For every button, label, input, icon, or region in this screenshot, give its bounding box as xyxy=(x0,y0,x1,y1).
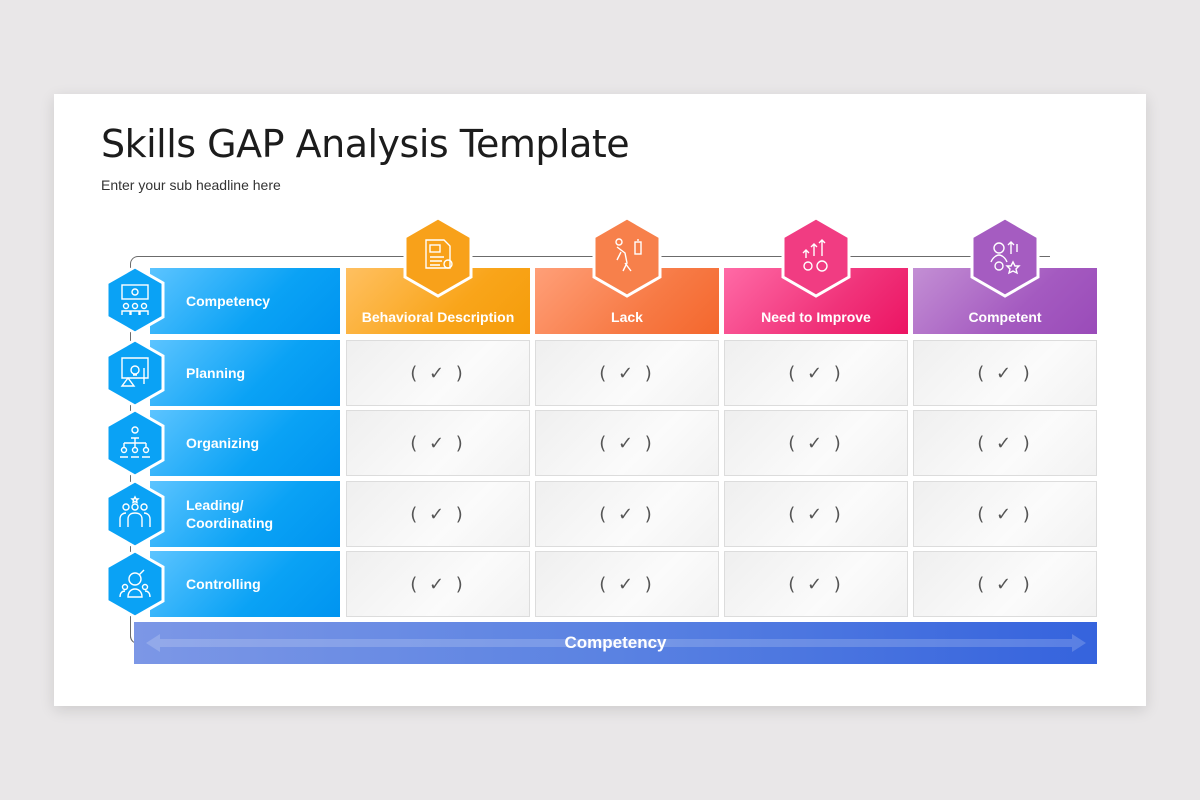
team-presentation-icon xyxy=(104,265,166,335)
grid-cell[interactable]: ( ✓ ) xyxy=(913,410,1097,476)
grid-cell[interactable]: ( ✓ ) xyxy=(913,551,1097,617)
check-mark: ( ✓ ) xyxy=(410,573,466,595)
column-header-label: Competent xyxy=(968,309,1042,325)
row-label-text: Leading/ Coordinating xyxy=(186,497,274,531)
check-mark: ( ✓ ) xyxy=(977,362,1033,384)
row-label-text: Planning xyxy=(186,365,246,381)
person-gear-star-icon xyxy=(969,216,1041,298)
check-mark: ( ✓ ) xyxy=(599,503,655,525)
grid-cell[interactable]: ( ✓ ) xyxy=(346,551,530,617)
page-subtitle: Enter your sub headline here xyxy=(101,177,281,193)
grid-cell[interactable]: ( ✓ ) xyxy=(913,481,1097,547)
check-mark: ( ✓ ) xyxy=(599,432,655,454)
double-arrow-icon xyxy=(146,634,1086,652)
header-corner-label: Competency xyxy=(186,293,271,309)
check-mark: ( ✓ ) xyxy=(788,503,844,525)
grid-cell[interactable]: ( ✓ ) xyxy=(535,481,719,547)
check-mark: ( ✓ ) xyxy=(977,503,1033,525)
grid-cell[interactable]: ( ✓ ) xyxy=(535,551,719,617)
page-title: Skills GAP Analysis Template xyxy=(101,122,630,166)
check-mark: ( ✓ ) xyxy=(977,573,1033,595)
org-chart-icon xyxy=(104,408,166,478)
grid-cell[interactable]: ( ✓ ) xyxy=(346,410,530,476)
tired-person-low-battery-icon xyxy=(591,216,663,298)
header-corner-competency: Competency xyxy=(150,268,340,334)
grid-cell[interactable]: ( ✓ ) xyxy=(724,481,908,547)
document-gear-icon xyxy=(402,216,474,298)
gears-arrows-up-icon xyxy=(780,216,852,298)
blueprint-lightbulb-icon xyxy=(104,338,166,408)
grid-cell[interactable]: ( ✓ ) xyxy=(346,340,530,406)
check-mark: ( ✓ ) xyxy=(410,503,466,525)
competency-axis-bar: Competency xyxy=(134,622,1097,664)
check-mark: ( ✓ ) xyxy=(788,362,844,384)
row-label-text: Organizing xyxy=(186,435,260,451)
row-label-organizing: Organizing xyxy=(150,410,340,476)
team-leader-stars-icon xyxy=(104,479,166,549)
column-header-label: Need to Improve xyxy=(761,309,871,325)
check-mark: ( ✓ ) xyxy=(977,432,1033,454)
competency-axis-label: Competency xyxy=(564,633,667,652)
grid-cell[interactable]: ( ✓ ) xyxy=(724,410,908,476)
magnifier-team-icon xyxy=(104,549,166,619)
row-label-planning: Planning xyxy=(150,340,340,406)
check-mark: ( ✓ ) xyxy=(410,432,466,454)
grid-cell[interactable]: ( ✓ ) xyxy=(724,340,908,406)
slide: Skills GAP Analysis Template Enter your … xyxy=(54,94,1146,706)
check-mark: ( ✓ ) xyxy=(788,432,844,454)
grid-cell[interactable]: ( ✓ ) xyxy=(913,340,1097,406)
row-label-leading-coordinating: Leading/ Coordinating xyxy=(150,481,340,547)
grid-cell[interactable]: ( ✓ ) xyxy=(535,340,719,406)
column-header-label: Behavioral Description xyxy=(361,309,515,325)
grid-cell[interactable]: ( ✓ ) xyxy=(346,481,530,547)
check-mark: ( ✓ ) xyxy=(599,362,655,384)
column-header-lack: Lack xyxy=(535,268,719,334)
grid-cell[interactable]: ( ✓ ) xyxy=(535,410,719,476)
check-mark: ( ✓ ) xyxy=(410,362,466,384)
check-mark: ( ✓ ) xyxy=(599,573,655,595)
column-header-label: Lack xyxy=(611,309,643,325)
check-mark: ( ✓ ) xyxy=(788,573,844,595)
grid-cell[interactable]: ( ✓ ) xyxy=(724,551,908,617)
row-label-text: Controlling xyxy=(186,576,261,592)
row-label-controlling: Controlling xyxy=(150,551,340,617)
